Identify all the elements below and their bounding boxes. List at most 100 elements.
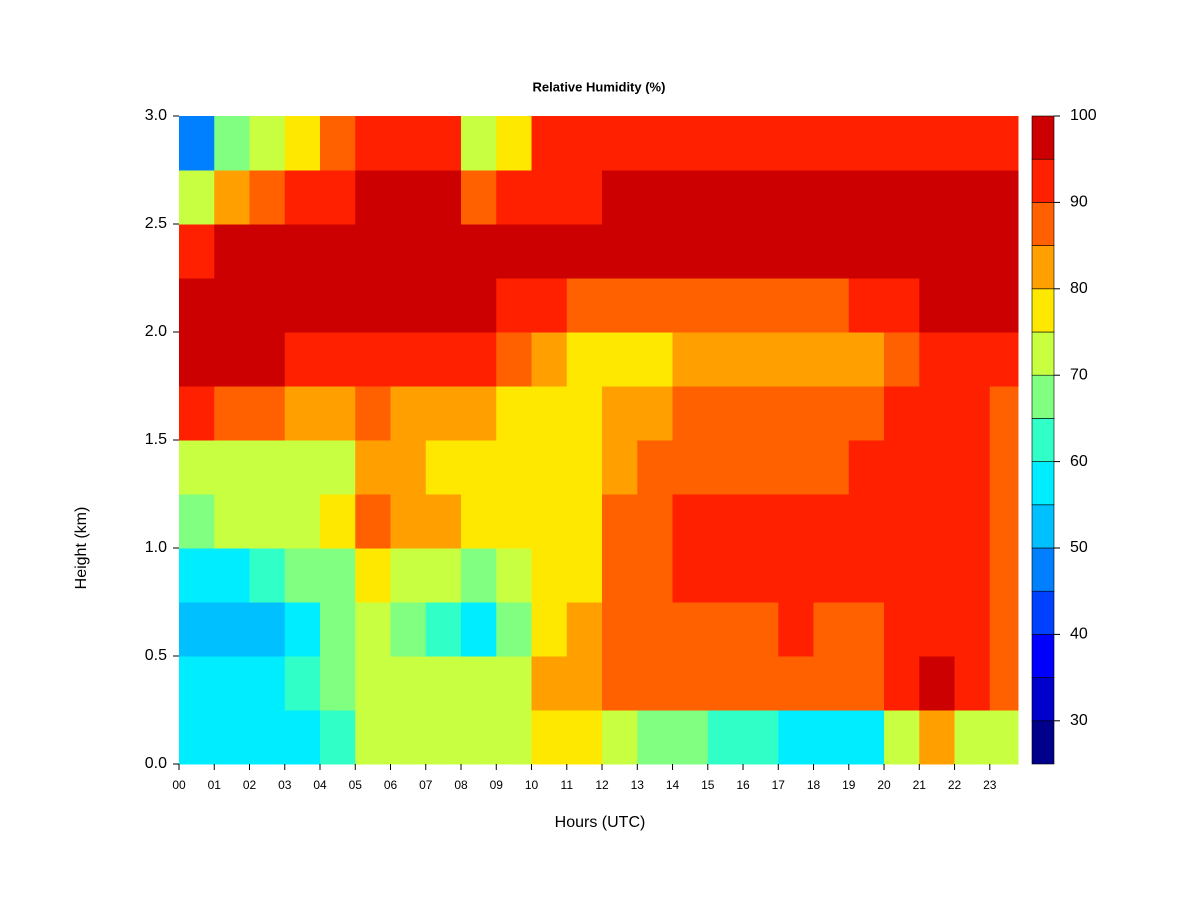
heat-cell bbox=[179, 116, 215, 171]
heat-cell bbox=[602, 710, 638, 765]
colorbar-bin bbox=[1031, 720, 1055, 765]
heat-cell bbox=[813, 710, 850, 765]
heat-cell bbox=[637, 332, 674, 387]
heat-cell bbox=[813, 278, 850, 333]
heat-cell bbox=[672, 224, 709, 279]
heat-cell bbox=[390, 332, 427, 387]
x-tick-label: 16 bbox=[736, 778, 750, 792]
heat-cell bbox=[672, 278, 709, 333]
heat-cell bbox=[884, 548, 920, 603]
heat-cell bbox=[461, 224, 497, 279]
x-tick-label: 01 bbox=[208, 778, 222, 792]
x-tick-label: 00 bbox=[172, 778, 186, 792]
colorbar-bin bbox=[1031, 547, 1055, 592]
heat-cell bbox=[320, 440, 356, 495]
heat-cell bbox=[179, 332, 215, 387]
heat-cell bbox=[848, 116, 885, 171]
heat-cell bbox=[531, 116, 568, 171]
heat-cell bbox=[672, 710, 709, 765]
heat-cell bbox=[425, 440, 462, 495]
heat-cell bbox=[919, 548, 956, 603]
heat-cell bbox=[461, 494, 497, 549]
heat-cell bbox=[425, 224, 462, 279]
heat-cell bbox=[884, 224, 920, 279]
heat-cell bbox=[496, 440, 533, 495]
heat-cell bbox=[989, 494, 1019, 549]
heat-cell bbox=[778, 332, 815, 387]
heat-cell bbox=[214, 602, 251, 657]
colorbar-tick-label: 70 bbox=[1070, 366, 1088, 383]
heat-cell bbox=[743, 224, 779, 279]
heat-cell bbox=[919, 602, 956, 657]
heat-cell bbox=[954, 224, 991, 279]
heat-cell bbox=[954, 548, 991, 603]
heat-cell bbox=[954, 116, 991, 171]
heat-cell bbox=[954, 332, 991, 387]
heat-cell bbox=[707, 386, 744, 441]
heat-cell bbox=[566, 278, 603, 333]
heat-cell bbox=[884, 116, 920, 171]
heat-cell bbox=[531, 170, 568, 225]
colorbar-tick-label: 50 bbox=[1070, 539, 1088, 556]
heat-cell bbox=[637, 116, 674, 171]
heat-cell bbox=[778, 602, 815, 657]
heat-cell bbox=[566, 494, 603, 549]
colorbar-bin bbox=[1031, 504, 1055, 549]
heat-cell bbox=[954, 710, 991, 765]
colorbar-tick-label: 80 bbox=[1070, 280, 1088, 297]
heat-cell bbox=[425, 278, 462, 333]
heat-cell bbox=[884, 386, 920, 441]
heat-cell bbox=[602, 440, 638, 495]
colorbar-bin bbox=[1031, 288, 1055, 333]
heat-cell bbox=[249, 170, 286, 225]
heat-cell bbox=[707, 224, 744, 279]
heat-cell bbox=[813, 602, 850, 657]
heat-cell bbox=[531, 494, 568, 549]
heat-cell bbox=[672, 656, 709, 711]
colorbar-tick-label: 90 bbox=[1070, 194, 1088, 211]
heat-cell bbox=[320, 224, 356, 279]
heat-cell bbox=[637, 656, 674, 711]
heat-cell bbox=[707, 656, 744, 711]
heat-cell bbox=[884, 440, 920, 495]
x-tick-label: 19 bbox=[842, 778, 856, 792]
heat-cell bbox=[390, 710, 427, 765]
heat-cell bbox=[461, 548, 497, 603]
heat-cell bbox=[461, 332, 497, 387]
heat-cell bbox=[320, 116, 356, 171]
heat-cell bbox=[707, 116, 744, 171]
heat-cell bbox=[461, 440, 497, 495]
heat-cell bbox=[707, 332, 744, 387]
x-tick-label: 17 bbox=[772, 778, 786, 792]
heat-cell bbox=[531, 440, 568, 495]
heat-cell bbox=[884, 656, 920, 711]
x-tick-label: 14 bbox=[666, 778, 680, 792]
heat-cell bbox=[355, 656, 392, 711]
heat-cell bbox=[637, 386, 674, 441]
heat-cell bbox=[602, 602, 638, 657]
heat-cell bbox=[284, 494, 321, 549]
heat-cell bbox=[531, 548, 568, 603]
heat-cell bbox=[461, 710, 497, 765]
heat-cell bbox=[707, 494, 744, 549]
heat-cell bbox=[179, 170, 215, 225]
heat-cell bbox=[884, 170, 920, 225]
heat-cell bbox=[531, 386, 568, 441]
heat-cell bbox=[848, 278, 885, 333]
x-tick-label: 08 bbox=[454, 778, 468, 792]
heat-cell bbox=[390, 116, 427, 171]
heat-cell bbox=[884, 332, 920, 387]
colorbar-tick-label: 30 bbox=[1070, 712, 1088, 729]
heat-cell bbox=[249, 332, 286, 387]
heat-cell bbox=[284, 602, 321, 657]
heat-cell bbox=[355, 710, 392, 765]
x-tick-label: 05 bbox=[349, 778, 363, 792]
heat-cell bbox=[989, 170, 1019, 225]
heat-cell bbox=[602, 548, 638, 603]
y-tick-label: 1.5 bbox=[145, 431, 167, 448]
heat-cell bbox=[425, 602, 462, 657]
heat-cell bbox=[637, 548, 674, 603]
heat-cell bbox=[461, 656, 497, 711]
heat-cell bbox=[989, 332, 1019, 387]
heat-cell bbox=[954, 386, 991, 441]
